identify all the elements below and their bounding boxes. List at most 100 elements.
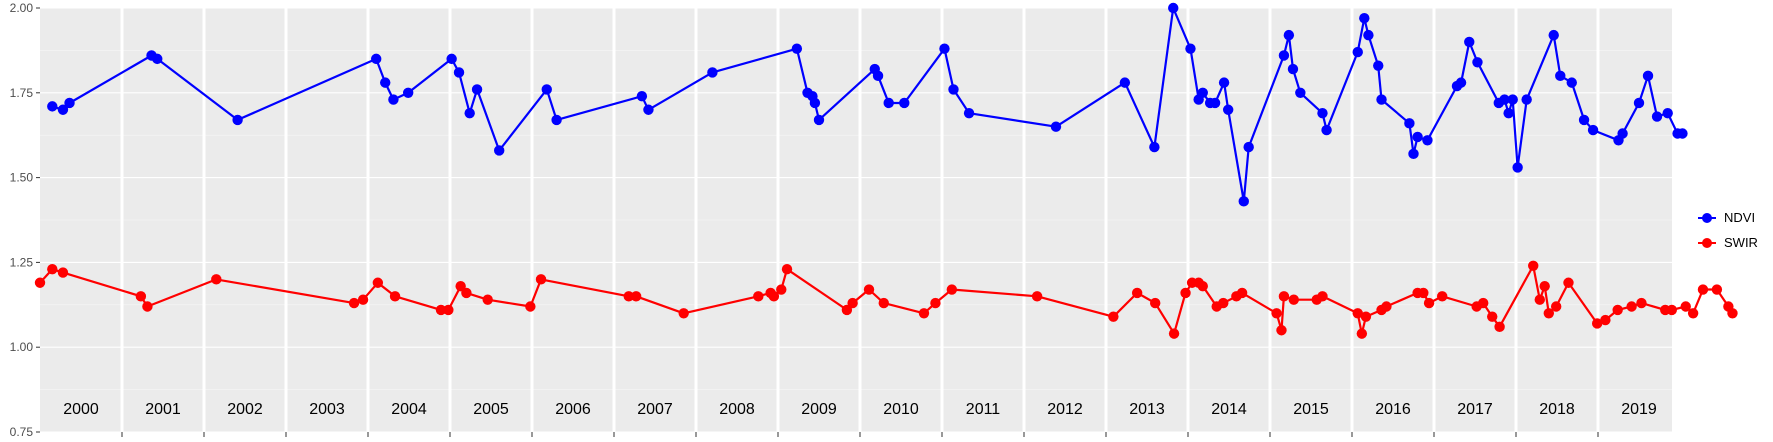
swir-point bbox=[535, 274, 547, 285]
swir-point bbox=[1218, 297, 1229, 309]
legend-label-ndvi: NDVI bbox=[1724, 210, 1755, 225]
legend-item-swir: SWIR bbox=[1698, 235, 1758, 250]
swir-point bbox=[211, 274, 222, 285]
swir-point bbox=[1180, 287, 1191, 299]
swir-point bbox=[1356, 328, 1368, 339]
ndvi-point bbox=[1412, 131, 1423, 143]
swir-point bbox=[863, 284, 875, 295]
swir-point bbox=[1288, 294, 1299, 305]
swir-point bbox=[1528, 260, 1539, 271]
swir-point bbox=[482, 294, 493, 305]
ndvi-point bbox=[551, 114, 562, 126]
year-label: 2007 bbox=[637, 401, 673, 418]
swir-point bbox=[918, 308, 930, 319]
year-label: 2000 bbox=[63, 401, 99, 418]
year-label: 2001 bbox=[145, 401, 181, 418]
ndvi-point bbox=[1119, 77, 1131, 88]
swir-point bbox=[1423, 297, 1435, 309]
ndvi-point bbox=[1555, 70, 1566, 82]
ndvi-point bbox=[57, 104, 69, 115]
ndvi-point bbox=[1283, 29, 1295, 41]
ndvi-point bbox=[64, 97, 75, 109]
swir-point bbox=[930, 297, 941, 309]
ndvi-point bbox=[152, 53, 163, 65]
minor-gridlines bbox=[40, 50, 1672, 390]
ndvi-point bbox=[1321, 124, 1332, 136]
y-tick-label: 2.00 bbox=[10, 1, 34, 15]
year-label: 2019 bbox=[1621, 401, 1657, 418]
ndvi-point bbox=[402, 87, 414, 99]
swir-point bbox=[1168, 328, 1180, 339]
swir-point bbox=[1278, 291, 1290, 302]
year-label: 2005 bbox=[473, 401, 509, 418]
ndvi-point bbox=[1373, 60, 1384, 71]
ndvi-point bbox=[1677, 128, 1688, 139]
ndvi-point bbox=[1222, 104, 1234, 115]
swir-point bbox=[1236, 287, 1248, 299]
major-gridlines bbox=[40, 7, 1672, 433]
ndvi-point bbox=[1499, 94, 1510, 105]
swir-point bbox=[1591, 318, 1603, 329]
ndvi-point bbox=[643, 104, 654, 115]
ndvi-point bbox=[541, 84, 552, 95]
swir-point bbox=[1276, 325, 1287, 336]
ndvi-point bbox=[1149, 141, 1160, 153]
swir-point bbox=[1543, 308, 1555, 319]
year-label: 2017 bbox=[1457, 401, 1493, 418]
ndvi-point bbox=[453, 67, 465, 78]
swir-point bbox=[1381, 301, 1392, 312]
ndvi-point bbox=[1278, 50, 1290, 61]
ndvi-point bbox=[494, 145, 505, 156]
ndvi-point bbox=[1617, 128, 1628, 139]
swir-point bbox=[776, 284, 787, 295]
swir-point bbox=[47, 263, 58, 275]
ndvi-point bbox=[1548, 29, 1559, 41]
swir-point bbox=[1487, 311, 1498, 322]
swir-point bbox=[753, 291, 764, 302]
swir-point bbox=[1600, 314, 1611, 326]
ndvi-point bbox=[948, 84, 959, 95]
ndvi-point bbox=[1521, 94, 1532, 105]
swir-point bbox=[389, 291, 401, 302]
ndvi-point bbox=[47, 101, 58, 112]
ndvi-point bbox=[371, 53, 382, 65]
swir-point bbox=[1108, 311, 1119, 322]
ndvi-point bbox=[1651, 111, 1663, 122]
swir-point bbox=[1131, 287, 1143, 299]
swir-point bbox=[1360, 311, 1372, 322]
ndvi-point bbox=[1455, 77, 1467, 88]
year-label: 2014 bbox=[1211, 401, 1247, 418]
ndvi-point bbox=[899, 97, 910, 109]
ndvi-point bbox=[791, 43, 803, 54]
year-label: 2012 bbox=[1047, 401, 1083, 418]
swir-point bbox=[1711, 284, 1723, 295]
year-label: 2002 bbox=[227, 401, 263, 418]
ndvi-point bbox=[813, 114, 825, 126]
ndvi-point bbox=[1422, 135, 1433, 146]
ndvi-point bbox=[1578, 114, 1590, 126]
ndvi-point bbox=[1408, 148, 1419, 160]
swir-point bbox=[135, 291, 147, 302]
swir-point bbox=[1612, 304, 1623, 316]
ndvi-point bbox=[809, 97, 821, 109]
ndvi-point bbox=[464, 107, 475, 119]
year-label: 2013 bbox=[1129, 401, 1165, 418]
ndvi-point bbox=[883, 97, 894, 109]
ndvi-point bbox=[1642, 70, 1654, 82]
swir-point bbox=[1150, 297, 1161, 309]
ndvi-point bbox=[1317, 107, 1328, 119]
ndvi-point bbox=[939, 43, 950, 54]
swir-point bbox=[1626, 301, 1637, 312]
swir-point bbox=[1636, 297, 1647, 309]
ndvi-point bbox=[1633, 97, 1645, 109]
ndvi-point bbox=[1238, 196, 1249, 207]
y-axis: 0.75 1.00 1.25 1.50 1.75 2.00 bbox=[10, 1, 40, 439]
ndvi-point bbox=[1243, 141, 1254, 153]
year-label: 2015 bbox=[1293, 401, 1329, 418]
ndvi-point bbox=[963, 107, 975, 119]
swir-point bbox=[57, 267, 69, 278]
ndvi-point bbox=[1050, 121, 1062, 132]
ndvi-point bbox=[872, 70, 884, 82]
year-label: 2010 bbox=[883, 401, 919, 418]
